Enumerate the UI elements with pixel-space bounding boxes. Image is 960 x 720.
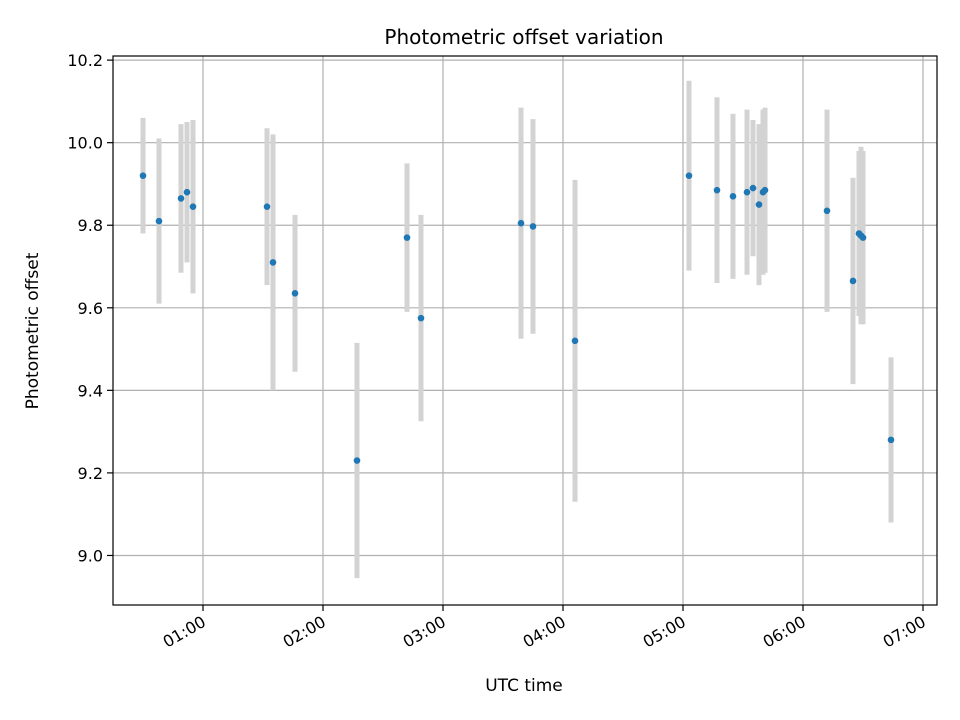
y-tick-label: 10.2 [67,51,103,70]
x-tick-label: 03:00 [400,612,449,652]
y-tick-label: 9.8 [78,216,103,235]
data-point [177,195,185,202]
y-tick-label: 9.6 [78,299,103,318]
data-point [353,457,361,464]
x-tick-label: 06:00 [760,612,809,652]
data-point [685,172,693,180]
x-axis-label: UTC time [485,676,563,696]
data-point [859,234,867,241]
data-point [849,277,857,285]
x-tick-label: 07:00 [880,612,929,652]
plot-frame [112,55,938,606]
data-points [139,172,895,464]
data-point [263,203,271,210]
y-axis-ticks: 9.0 9.2 9.4 9.6 9.8 10.0 10.2 [67,51,113,565]
data-point [291,290,299,297]
x-tick-label: 05:00 [640,612,689,652]
y-tick-label: 9.4 [78,381,103,400]
data-point [755,201,763,208]
x-axis-ticks: 01:00 02:00 03:00 04:00 05:00 06:00 07:00 [160,605,929,652]
data-point [403,234,411,241]
x-tick-label: 02:00 [280,612,329,652]
data-point [517,219,525,227]
x-tick-label: 04:00 [520,612,569,652]
y-axis-label: Photometric offset [23,252,43,409]
x-tick-label: 01:00 [160,612,209,652]
data-point [139,172,147,180]
error-bars [140,80,894,579]
data-point [571,337,579,345]
data-point [749,184,757,192]
y-tick-label: 10.0 [67,134,103,153]
data-point [183,188,191,196]
data-point [529,223,537,230]
data-point [743,188,751,196]
y-tick-label: 9.0 [78,546,103,565]
data-point [761,186,769,194]
data-point [155,217,163,225]
data-point [729,193,737,200]
data-point [887,436,895,444]
data-point [823,207,831,215]
chart-title: Photometric offset variation [384,25,663,49]
data-point [189,203,197,210]
grid [113,56,937,605]
data-point [713,186,721,194]
y-tick-label: 9.2 [78,464,103,483]
data-point [417,314,425,322]
data-point [269,259,277,266]
